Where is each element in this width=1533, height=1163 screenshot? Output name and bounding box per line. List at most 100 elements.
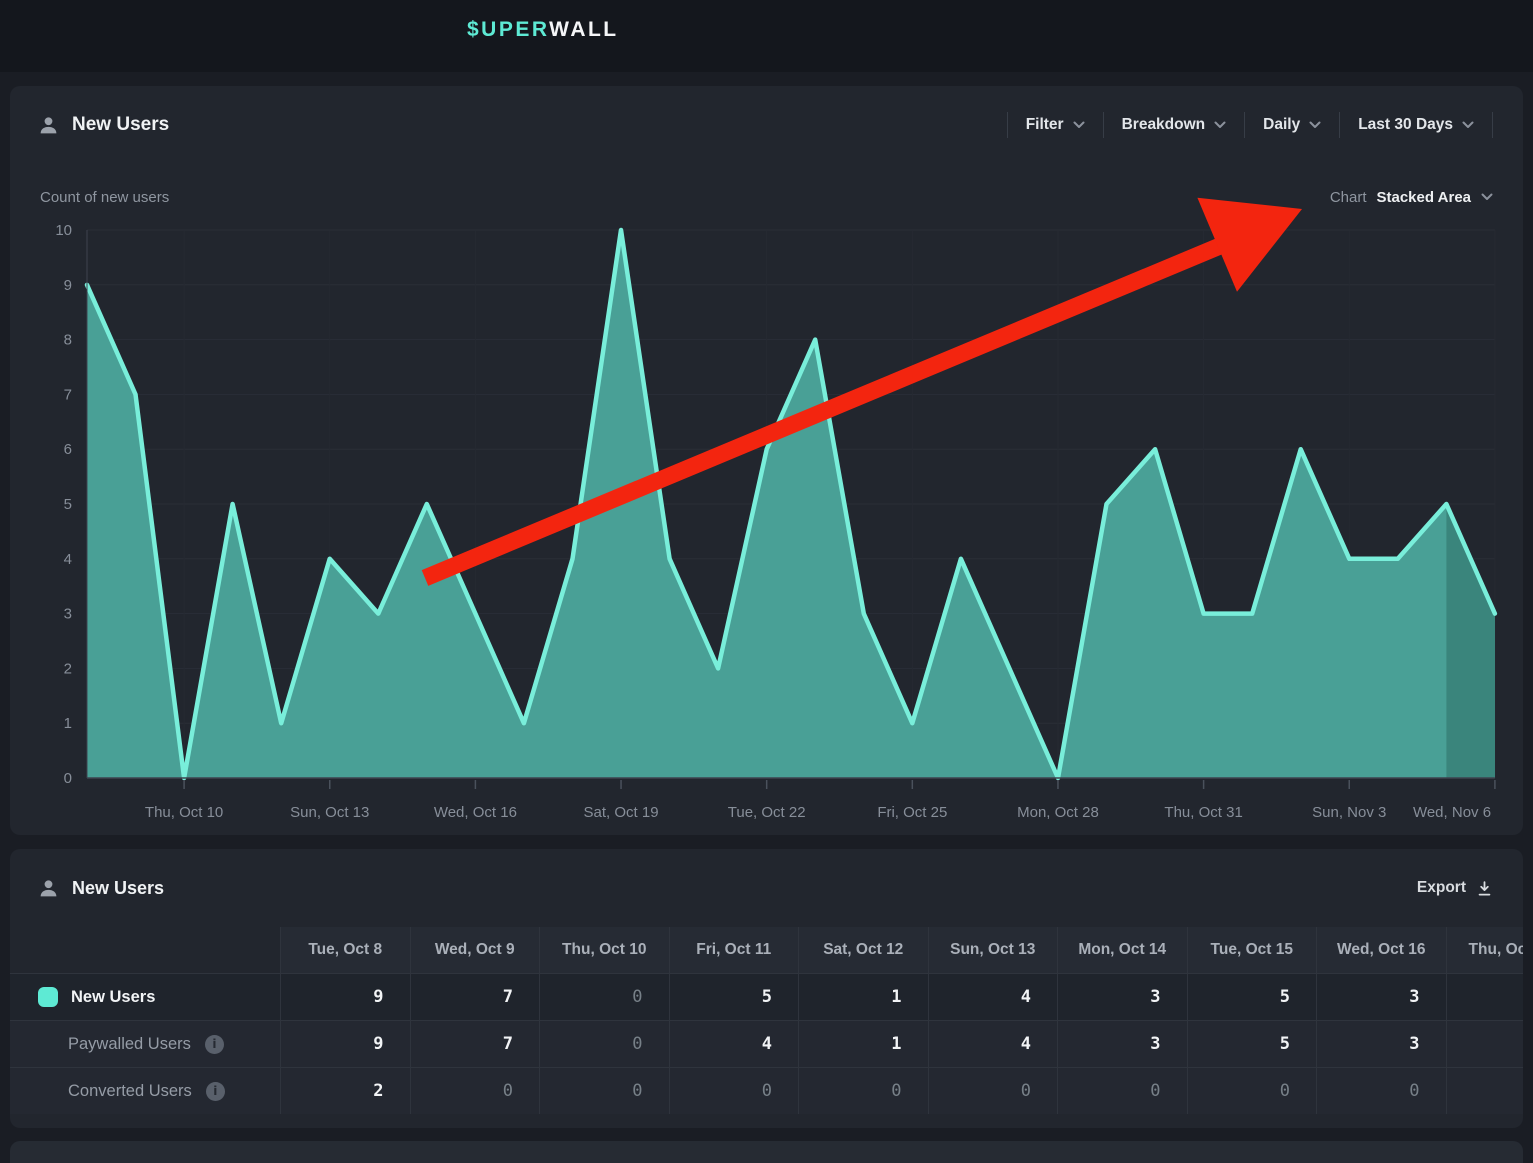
series-color-swatch <box>38 987 58 1007</box>
table-panel-title-group: New Users <box>38 878 164 899</box>
y-axis-label: 9 <box>64 277 72 294</box>
table-value-cell: 9 <box>281 973 411 1020</box>
x-axis-label: Wed, Nov 6 <box>1413 804 1491 821</box>
export-label: Export <box>1416 879 1466 896</box>
chevron-down-icon <box>1309 121 1321 129</box>
chart-type-dropdown[interactable]: Chart Stacked Area <box>1330 189 1493 206</box>
control-divider <box>1102 112 1104 138</box>
table-value-cell: 0 <box>1317 1067 1447 1114</box>
table-value-cell: 3 <box>1058 973 1188 1020</box>
table-value-cell: 5 <box>1187 973 1317 1020</box>
table-value-cell: 7 <box>410 973 540 1020</box>
table-value-cell: 0 <box>799 1067 929 1114</box>
table-panel-title: New Users <box>72 877 165 898</box>
y-axis-label: 6 <box>64 441 72 458</box>
table-value-cell: 4 <box>928 1020 1058 1067</box>
table-value-cell: 5 <box>669 973 799 1020</box>
table-value-cell: 3 <box>1317 973 1447 1020</box>
partial-period-shade <box>1446 504 1495 778</box>
column-header: Sat, Oct 12 <box>799 927 929 973</box>
column-header: Wed, Oct 9 <box>410 927 540 973</box>
top-navigation-bar: $UPERWALL <box>0 0 1533 72</box>
table-value-cell: 0 <box>540 1067 670 1114</box>
table-value-cell <box>1446 973 1523 1020</box>
x-axis-label: Wed, Oct 16 <box>434 804 517 821</box>
control-divider <box>1339 112 1341 138</box>
arrow-head <box>1197 197 1302 292</box>
column-header: Thu, Oct 10 <box>540 927 670 973</box>
data-table: Tue, Oct 8 Wed, Oct 9 Thu, Oct 10 Fri, Oct … <box>10 927 1523 1114</box>
column-header: Wed, Oct 16 <box>1317 927 1447 973</box>
export-button[interactable]: Export <box>1417 879 1493 897</box>
table-value-cell: 3 <box>1317 1020 1447 1067</box>
arrow-shaft <box>421 238 1224 586</box>
x-axis-label: Sun, Nov 3 <box>1312 804 1386 821</box>
chart-controls: Filter Breakdown Daily Last 30 Days <box>1006 112 1493 138</box>
column-header: Tue, Oct 8 <box>281 927 411 973</box>
table-corner-cell <box>10 927 281 973</box>
chart-subheader: Count of new users Chart Stacked Area <box>10 186 1523 208</box>
next-panel-edge <box>10 1141 1523 1163</box>
table-value-cell: 0 <box>669 1067 799 1114</box>
row-label: Paywalled Users <box>68 1034 191 1053</box>
x-axis-label: Sat, Oct 19 <box>584 804 659 821</box>
chevron-down-icon <box>1481 193 1493 201</box>
column-header: Sun, Oct 13 <box>928 927 1058 973</box>
column-header: Thu, Oct 17 <box>1446 927 1523 973</box>
area-fill <box>87 230 1495 778</box>
chart-panel-title-group: New Users <box>38 114 169 136</box>
new-users-table-panel: New Users Export Tue, Oct 8 Wed, Oct 9 Thu… <box>10 849 1523 1128</box>
table-value-cell: 0 <box>540 973 670 1020</box>
y-axis-label: 2 <box>64 660 72 677</box>
superwall-logo[interactable]: $UPERWALL <box>467 18 619 42</box>
table-value-cell: 1 <box>799 1020 929 1067</box>
info-icon[interactable]: i <box>204 1034 224 1054</box>
y-axis-label: 0 <box>64 770 72 787</box>
column-header: Mon, Oct 14 <box>1058 927 1188 973</box>
chart-type-label: Chart <box>1329 188 1367 206</box>
table-value-cell: 0 <box>928 1067 1058 1114</box>
chevron-down-icon <box>1214 121 1226 129</box>
row-label-cell: Paywalled Users i <box>10 1020 281 1067</box>
control-breakdown[interactable]: Breakdown <box>1104 116 1245 134</box>
x-axis-label: Mon, Oct 28 <box>1017 804 1099 821</box>
table-value-cell: 4 <box>928 973 1058 1020</box>
table-value-cell: 0 <box>1058 1067 1188 1114</box>
chevron-down-icon <box>1462 121 1474 129</box>
logo-white-part: WALL <box>549 18 619 41</box>
column-header: Tue, Oct 15 <box>1187 927 1317 973</box>
table-value-cell: 0 <box>410 1067 540 1114</box>
control-last-30-days[interactable]: Last 30 Days <box>1340 116 1492 134</box>
row-label: New Users <box>71 987 156 1006</box>
new-users-chart-panel: New Users Filter Breakdown Daily Last 30 Da… <box>10 86 1523 835</box>
table-value-cell: 2 <box>281 1067 411 1114</box>
x-axis-label: Sun, Oct 13 <box>290 804 369 821</box>
table-value-cell: 9 <box>281 1020 411 1067</box>
control-divider <box>1006 112 1008 138</box>
control-daily[interactable]: Daily <box>1245 116 1339 134</box>
table-value-cell: 1 <box>799 973 929 1020</box>
row-label: Converted Users <box>68 1081 192 1100</box>
y-axis-label: 8 <box>64 332 72 349</box>
chart-subtitle: Count of new users <box>40 188 170 206</box>
control-filter[interactable]: Filter <box>1008 116 1103 134</box>
x-axis-label: Fri, Oct 25 <box>877 804 947 821</box>
user-icon <box>40 879 57 896</box>
y-axis-label: 1 <box>64 715 72 732</box>
chart-type-value: Stacked Area <box>1376 188 1472 206</box>
table-value-cell <box>1446 1020 1523 1067</box>
table-value-cell: 3 <box>1058 1020 1188 1067</box>
control-divider <box>1244 112 1246 138</box>
control-divider <box>1492 112 1493 138</box>
table-value-cell: 7 <box>410 1020 540 1067</box>
table-panel-header: New Users Export <box>10 857 1523 919</box>
chevron-down-icon <box>1073 121 1085 129</box>
y-axis-label: 4 <box>64 551 72 568</box>
x-axis-label: Tue, Oct 22 <box>728 804 806 821</box>
table-value-cell: 5 <box>1187 1020 1317 1067</box>
table-value-cell: 0 <box>540 1020 670 1067</box>
area-line <box>84 227 1498 781</box>
table-value-cell <box>1446 1067 1523 1114</box>
y-axis-label: 3 <box>64 606 72 623</box>
info-icon[interactable]: i <box>205 1081 225 1101</box>
